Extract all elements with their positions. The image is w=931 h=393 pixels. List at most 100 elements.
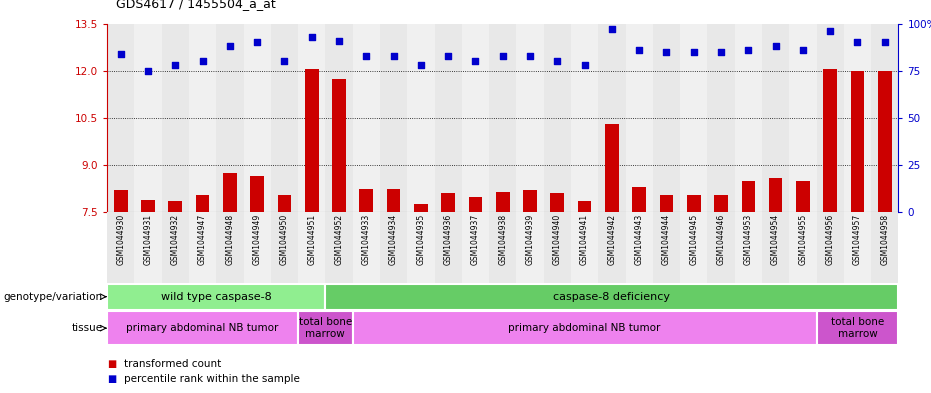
- Point: [413, 62, 428, 68]
- Bar: [762, 212, 789, 283]
- Text: GSM1044948: GSM1044948: [225, 214, 235, 265]
- Text: GSM1044944: GSM1044944: [662, 214, 671, 265]
- Bar: [789, 24, 816, 212]
- Bar: [843, 212, 871, 283]
- Point: [440, 53, 455, 59]
- Text: GSM1044945: GSM1044945: [689, 214, 698, 265]
- Bar: [325, 212, 353, 283]
- Bar: [599, 24, 626, 212]
- Point: [686, 49, 701, 55]
- Bar: [681, 212, 708, 283]
- Bar: [107, 283, 325, 310]
- Point: [823, 28, 838, 34]
- Point: [468, 58, 483, 64]
- Bar: [359, 189, 373, 212]
- Point: [577, 62, 592, 68]
- Bar: [134, 24, 162, 212]
- Point: [632, 47, 647, 53]
- Point: [659, 49, 674, 55]
- Text: wild type caspase-8: wild type caspase-8: [161, 292, 272, 302]
- Text: GSM1044941: GSM1044941: [580, 214, 589, 265]
- Bar: [523, 190, 537, 212]
- Text: GSM1044954: GSM1044954: [771, 214, 780, 265]
- Bar: [189, 212, 216, 283]
- Bar: [298, 311, 353, 345]
- Bar: [216, 24, 244, 212]
- Text: ■: ■: [107, 374, 116, 384]
- Text: GSM1044930: GSM1044930: [116, 214, 125, 265]
- Bar: [114, 190, 128, 212]
- Text: GSM1044947: GSM1044947: [198, 214, 207, 265]
- Text: GSM1044956: GSM1044956: [826, 214, 835, 265]
- Text: GSM1044933: GSM1044933: [362, 214, 371, 265]
- Bar: [605, 124, 619, 212]
- Text: GDS4617 / 1455504_a_at: GDS4617 / 1455504_a_at: [116, 0, 277, 10]
- Text: GSM1044939: GSM1044939: [525, 214, 534, 265]
- Bar: [599, 212, 626, 283]
- Text: GSM1044934: GSM1044934: [389, 214, 398, 265]
- Bar: [489, 212, 517, 283]
- Bar: [632, 187, 646, 212]
- Bar: [489, 24, 517, 212]
- Bar: [107, 311, 298, 345]
- Text: percentile rank within the sample: percentile rank within the sample: [124, 374, 300, 384]
- Text: GSM1044932: GSM1044932: [170, 214, 180, 265]
- Bar: [325, 24, 353, 212]
- Text: GSM1044952: GSM1044952: [334, 214, 344, 265]
- Bar: [223, 173, 236, 212]
- Text: total bone
marrow: total bone marrow: [830, 318, 884, 339]
- Bar: [107, 212, 134, 283]
- Text: genotype/variation: genotype/variation: [4, 292, 102, 302]
- Point: [114, 51, 128, 57]
- Bar: [304, 69, 318, 212]
- Bar: [741, 181, 755, 212]
- Bar: [435, 24, 462, 212]
- Point: [768, 43, 783, 50]
- Point: [331, 37, 346, 44]
- Bar: [277, 195, 291, 212]
- Point: [795, 47, 810, 53]
- Bar: [196, 195, 209, 212]
- Bar: [687, 195, 700, 212]
- Point: [304, 34, 319, 40]
- Point: [141, 68, 155, 74]
- Text: tissue: tissue: [72, 323, 102, 333]
- Bar: [571, 24, 599, 212]
- Bar: [407, 212, 435, 283]
- Bar: [407, 24, 435, 212]
- Text: GSM1044943: GSM1044943: [635, 214, 643, 265]
- Bar: [271, 212, 298, 283]
- Bar: [816, 24, 843, 212]
- Text: primary abdominal NB tumor: primary abdominal NB tumor: [508, 323, 661, 333]
- Text: GSM1044958: GSM1044958: [881, 214, 889, 265]
- Bar: [134, 212, 162, 283]
- Point: [277, 58, 292, 64]
- Bar: [626, 24, 653, 212]
- Bar: [332, 79, 345, 212]
- Text: ■: ■: [107, 358, 116, 369]
- Bar: [851, 71, 864, 212]
- Bar: [162, 212, 189, 283]
- Bar: [517, 24, 544, 212]
- Bar: [843, 24, 871, 212]
- Text: GSM1044955: GSM1044955: [799, 214, 807, 265]
- Text: total bone
marrow: total bone marrow: [299, 318, 352, 339]
- Point: [741, 47, 756, 53]
- Bar: [250, 176, 264, 212]
- Text: GSM1044938: GSM1044938: [498, 214, 507, 265]
- Bar: [462, 24, 489, 212]
- Point: [223, 43, 237, 50]
- Point: [604, 26, 619, 32]
- Text: GSM1044950: GSM1044950: [280, 214, 289, 265]
- Point: [196, 58, 210, 64]
- Text: GSM1044946: GSM1044946: [717, 214, 725, 265]
- Bar: [823, 69, 837, 212]
- Bar: [386, 189, 400, 212]
- Text: GSM1044957: GSM1044957: [853, 214, 862, 265]
- Text: GSM1044936: GSM1044936: [444, 214, 452, 265]
- Bar: [353, 311, 816, 345]
- Bar: [325, 283, 898, 310]
- Text: GSM1044940: GSM1044940: [553, 214, 561, 265]
- Bar: [762, 24, 789, 212]
- Bar: [244, 212, 271, 283]
